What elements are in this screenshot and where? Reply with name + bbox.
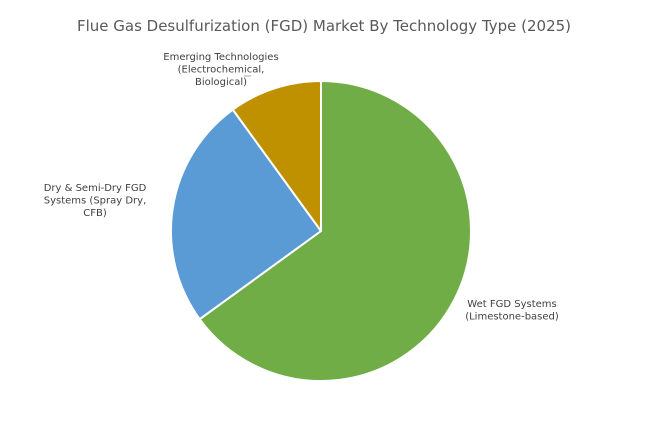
slice-label-line: CFB)	[83, 208, 107, 219]
slice-label-3: Emerging Technologies (Electrochemical, Bi…	[163, 52, 278, 88]
slice-label-line: Biological)	[195, 77, 247, 88]
slice-label-2: Dry & Semi-Dry FGD Systems (Spray Dry, CFB…	[44, 183, 147, 219]
pie-slice-1	[198, 80, 472, 382]
slice-label-line: (Limestone-based)	[465, 312, 559, 323]
slices-group	[170, 80, 472, 382]
labels-group: Wet FGD Systems (Limestone-based) Dry & Se…	[44, 52, 559, 323]
slice-label-line: Wet FGD Systems	[467, 299, 556, 310]
slice-label-1: Wet FGD Systems (Limestone-based)	[465, 299, 559, 323]
slice-label-line: Systems (Spray Dry,	[44, 196, 147, 207]
slice-label-line: (Electrochemical,	[178, 65, 265, 76]
slice-label-line: Dry & Semi-Dry FGD	[44, 183, 147, 194]
pie-slice-3	[231, 80, 322, 232]
chart-title: Flue Gas Desulfurization (FGD) Market By…	[77, 17, 571, 35]
pie-slice-2	[170, 108, 322, 321]
slice-label-line: Emerging Technologies	[163, 52, 278, 63]
